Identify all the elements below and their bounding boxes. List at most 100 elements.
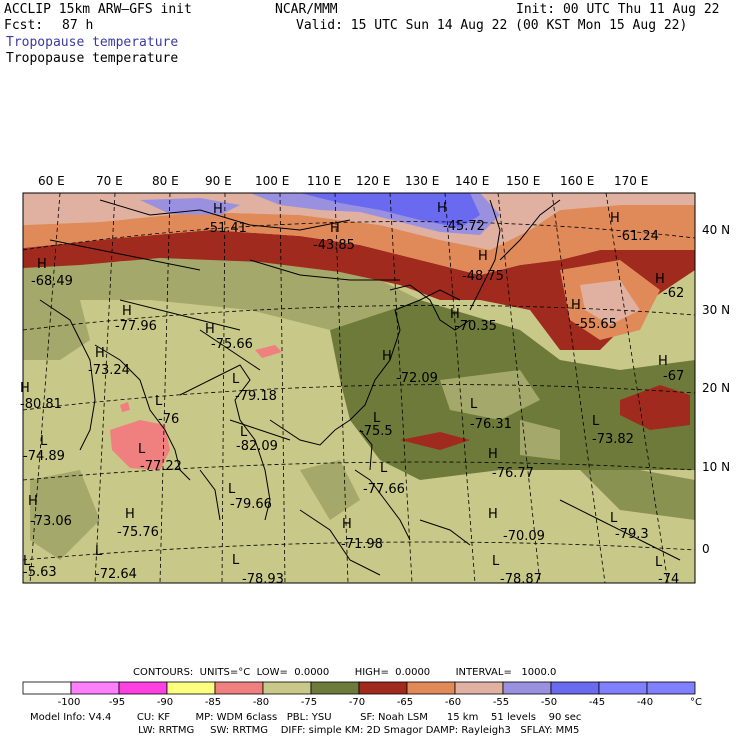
colorbar-tick-label: -75 xyxy=(301,697,317,708)
longitude-label: 70 E xyxy=(96,174,123,188)
extremum-value: -79.66 xyxy=(230,497,272,512)
colorbar-tick-label: -65 xyxy=(397,697,413,708)
extremum-value: -45.72 xyxy=(443,219,485,234)
extremum-value: -79.3 xyxy=(615,527,649,542)
latitude-label: 0 xyxy=(702,542,710,556)
extremum-mark: L xyxy=(95,544,103,559)
colorbar-tick-label: -70 xyxy=(349,697,365,708)
extremum-mark: H xyxy=(20,381,30,396)
colorbar-swatch xyxy=(70,681,120,695)
extremum-mark: H xyxy=(330,221,340,236)
extremum-mark: L xyxy=(138,442,146,457)
extremum-value: -76 xyxy=(158,412,179,427)
extremum-value: -79.18 xyxy=(235,389,277,404)
extremum-mark: L xyxy=(492,554,500,569)
fcst-value: 87 h xyxy=(62,18,94,33)
extremum-mark: L xyxy=(470,397,478,412)
colorbar-tick-label: -60 xyxy=(445,697,461,708)
extremum-mark: L xyxy=(592,414,600,429)
extremum-mark: H xyxy=(437,201,447,216)
colorbar-swatch xyxy=(310,681,360,695)
colorbar-unit: °C xyxy=(690,697,702,708)
extremum-value: -74.89 xyxy=(23,449,65,464)
extremum-mark: H xyxy=(205,322,215,337)
extremum-mark: L xyxy=(610,511,618,526)
extremum-value: -72.64 xyxy=(95,567,137,582)
longitude-label: 150 E xyxy=(506,174,540,188)
extremum-value: -75.76 xyxy=(117,525,159,540)
colorbar-tick-label: -50 xyxy=(541,697,557,708)
colorbar-swatch xyxy=(646,681,696,695)
extremum-mark: H xyxy=(655,272,665,287)
coastlines xyxy=(39,199,681,576)
extremum-value: -77.22 xyxy=(140,459,182,474)
colorbar-tick-label: -95 xyxy=(109,697,125,708)
extremum-mark: L xyxy=(655,555,663,570)
longitude-labels: 60 E 70 E 80 E 90 E 100 E 110 E 120 E 130 E 140 … xyxy=(38,174,648,188)
extremum-mark: L xyxy=(240,425,248,440)
longitude-label: 100 E xyxy=(255,174,289,188)
extremum-value: -77.66 xyxy=(363,482,405,497)
extremum-mark: H xyxy=(95,346,105,361)
extremum-mark: H xyxy=(488,507,498,522)
colorbar-tick-label: -45 xyxy=(589,697,605,708)
extremum-mark: H xyxy=(382,349,392,364)
colorbar-tick-label: -85 xyxy=(205,697,221,708)
extremum-value: -70.35 xyxy=(455,319,497,334)
extremum-mark: H xyxy=(610,211,620,226)
extremum-value: -75.5 xyxy=(359,424,393,439)
extremum-value: -78.87 xyxy=(500,572,542,587)
extremum-value: -51.41 xyxy=(205,221,247,236)
extremum-mark: H xyxy=(488,447,498,462)
latitude-labels: 40 N 30 N 20 N 10 N 0 xyxy=(702,223,730,556)
colorbar-tick-label: -40 xyxy=(637,697,653,708)
valid-time: Valid: 15 UTC Sun 14 Aug 22 (00 KST Mon … xyxy=(296,18,688,33)
extremum-mark: L xyxy=(373,411,381,426)
contours-info: CONTOURS: UNITS=°C LOW= 0.0000 HIGH= 0.0… xyxy=(133,667,557,678)
extremum-value: -61.24 xyxy=(617,229,659,244)
longitude-label: 60 E xyxy=(38,174,65,188)
colorbar-swatch xyxy=(358,681,408,695)
extremum-value: -5.63 xyxy=(23,565,57,580)
extremum-value: -82.09 xyxy=(236,439,278,454)
colorbar-swatch xyxy=(502,681,552,695)
longitude-label: 170 E xyxy=(614,174,648,188)
init-time: Init: 00 UTC Thu 11 Aug 22 xyxy=(516,2,720,17)
extremum-mark: L xyxy=(232,553,240,568)
longitude-label: 140 E xyxy=(455,174,489,188)
extremum-value: -68.49 xyxy=(31,274,73,289)
colorbar-swatch xyxy=(214,681,264,695)
extremum-mark: H xyxy=(478,249,488,264)
extremum-value: -43.85 xyxy=(313,238,355,253)
longitude-label: 120 E xyxy=(356,174,390,188)
extremum-value: -62 xyxy=(663,286,684,301)
extremum-mark: H xyxy=(28,494,38,509)
colorbar-swatch xyxy=(406,681,456,695)
longitude-label: 110 E xyxy=(307,174,341,188)
extremum-value: -74 xyxy=(658,572,679,587)
extremum-value: -75.66 xyxy=(211,337,253,352)
colorbar-swatch xyxy=(166,681,216,695)
extremum-mark: H xyxy=(125,507,135,522)
extremum-mark: H xyxy=(213,202,223,217)
extremum-mark: H xyxy=(122,304,132,319)
longitude-label: 160 E xyxy=(560,174,594,188)
extremum-value: -77.96 xyxy=(115,319,157,334)
extremum-value: -67 xyxy=(663,369,684,384)
fcst-label: Fcst: xyxy=(4,18,44,33)
colorbar-swatch xyxy=(454,681,504,695)
colorbar-tick-label: -80 xyxy=(253,697,269,708)
colorbar-swatch xyxy=(22,681,72,695)
longitude-label: 130 E xyxy=(405,174,439,188)
colorbar xyxy=(22,681,696,695)
model-info-line2: LW: RRTMG SW: RRTMG DIFF: simple KM: 2D … xyxy=(30,725,580,736)
extremum-mark: L xyxy=(228,482,236,497)
longitude-label: 80 E xyxy=(152,174,179,188)
latitude-label: 20 N xyxy=(702,381,730,395)
extremum-value: -73.24 xyxy=(88,363,130,378)
extremum-value: -55.65 xyxy=(575,317,617,332)
extremum-value: -48.75 xyxy=(462,269,504,284)
extremum-value: -73.06 xyxy=(30,514,72,529)
extremum-value: -78.93 xyxy=(242,572,284,587)
